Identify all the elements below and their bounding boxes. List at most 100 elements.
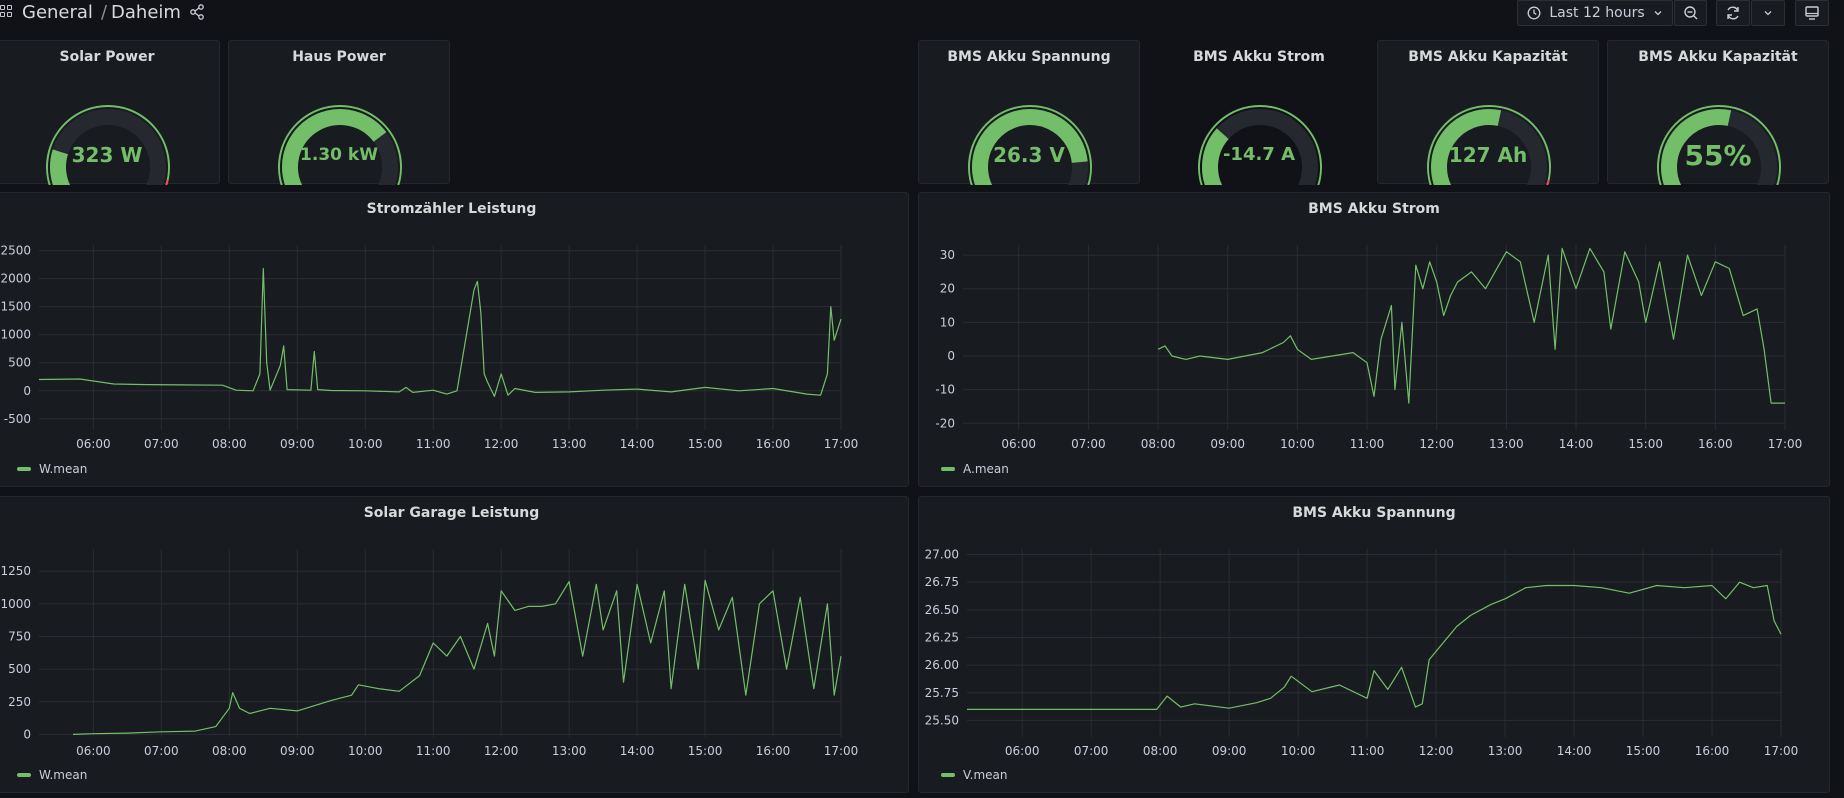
legend-label: W.mean bbox=[39, 768, 88, 782]
series-line bbox=[72, 579, 842, 735]
legend[interactable]: V.mean bbox=[941, 768, 1008, 782]
x-tick-label: 17:00 bbox=[1768, 437, 1803, 451]
y-tick-label: 500 bbox=[8, 356, 31, 370]
refresh-interval-dropdown[interactable] bbox=[1751, 0, 1785, 26]
x-tick-label: 14:00 bbox=[620, 744, 655, 758]
legend[interactable]: A.mean bbox=[941, 462, 1009, 476]
x-tick-label: 13:00 bbox=[1488, 744, 1523, 758]
gauge-arc bbox=[968, 105, 1092, 199]
series-line bbox=[967, 581, 1782, 710]
gauge-panel-bms-akku-strom[interactable]: BMS Akku Strom -14.7 A bbox=[1148, 40, 1370, 199]
time-range-picker[interactable]: Last 12 hours bbox=[1517, 0, 1673, 26]
y-tick-label: 26.50 bbox=[925, 603, 959, 617]
x-tick-label: 14:00 bbox=[1559, 437, 1594, 451]
x-tick-label: 16:00 bbox=[1695, 744, 1730, 758]
y-tick-label: 30 bbox=[940, 248, 955, 262]
x-tick-label: 11:00 bbox=[1350, 437, 1385, 451]
legend-swatch bbox=[17, 773, 31, 777]
clock-icon bbox=[1527, 6, 1541, 20]
timeseries-panel-stromzaehler-leistung[interactable]: Stromzähler Leistung 2500 2000 1500 1000 500… bbox=[0, 192, 909, 487]
panel-title: BMS Akku Spannung bbox=[1292, 505, 1456, 521]
gauge-threshold-ring bbox=[1657, 105, 1781, 199]
gauge-value: 26.3 V bbox=[993, 143, 1065, 167]
panel-title: BMS Akku Kapazität bbox=[1408, 49, 1568, 65]
gauge-threshold-ring bbox=[1198, 105, 1322, 199]
series-line bbox=[38, 267, 842, 397]
y-tick-label: 27.00 bbox=[925, 548, 959, 562]
x-tick-label: 09:00 bbox=[1212, 744, 1247, 758]
y-tick-label: 26.75 bbox=[925, 575, 959, 589]
breadcrumb: General / Daheim bbox=[0, 0, 205, 24]
x-tick-label: 15:00 bbox=[688, 744, 723, 758]
y-tick-label: 1000 bbox=[0, 597, 31, 611]
x-tick-label: 13:00 bbox=[552, 437, 587, 451]
legend-swatch bbox=[941, 467, 955, 471]
x-tick-label: 16:00 bbox=[756, 744, 791, 758]
x-tick-label: 14:00 bbox=[1557, 744, 1592, 758]
gauge-panel-bms-akku-kapazitaet-pct[interactable]: BMS Akku Kapazität 55% bbox=[1607, 40, 1829, 199]
y-tick-label: 500 bbox=[8, 662, 31, 676]
y-tick-label: -10 bbox=[935, 383, 955, 397]
y-tick-label: 26.00 bbox=[925, 658, 959, 672]
gauge-panel-solar-power[interactable]: Solar Power 323 W bbox=[0, 40, 220, 199]
x-tick-label: 15:00 bbox=[1626, 744, 1661, 758]
legend-swatch bbox=[941, 773, 955, 777]
panel-title: BMS Akku Spannung bbox=[947, 49, 1111, 65]
x-tick-label: 10:00 bbox=[1280, 437, 1315, 451]
gauge-value: -14.7 A bbox=[1222, 144, 1296, 165]
y-tick-label: 0 bbox=[947, 349, 955, 363]
x-tick-label: 07:00 bbox=[144, 744, 179, 758]
x-tick-label: 08:00 bbox=[1143, 744, 1178, 758]
share-icon[interactable] bbox=[189, 4, 205, 20]
y-tick-label: 20 bbox=[940, 282, 955, 296]
x-tick-label: 16:00 bbox=[1698, 437, 1733, 451]
x-tick-label: 11:00 bbox=[416, 744, 451, 758]
gauge-value: 323 W bbox=[71, 143, 143, 167]
x-tick-label: 07:00 bbox=[1071, 437, 1106, 451]
gauge-threshold-ring bbox=[968, 105, 1092, 199]
x-tick-label: 13:00 bbox=[1489, 437, 1524, 451]
gauge-threshold-ring bbox=[278, 105, 402, 199]
gauge-arc bbox=[1657, 105, 1781, 199]
breadcrumb-folder[interactable]: General bbox=[22, 1, 93, 23]
panel-title: Solar Power bbox=[59, 49, 155, 65]
zoom-out-button[interactable] bbox=[1674, 0, 1707, 26]
x-tick-label: 09:00 bbox=[280, 437, 315, 451]
timeseries-chart: 2500 2000 1500 1000 500 0 -500 06:00 07:00 08:00 0… bbox=[0, 244, 858, 451]
x-tick-label: 17:00 bbox=[1764, 744, 1799, 758]
legend[interactable]: W.mean bbox=[17, 462, 87, 476]
x-tick-label: 07:00 bbox=[144, 437, 179, 451]
y-tick-label: 1250 bbox=[0, 564, 31, 578]
x-tick-label: 07:00 bbox=[1074, 744, 1109, 758]
refresh-button[interactable] bbox=[1716, 0, 1750, 26]
dashboards-grid-icon[interactable] bbox=[0, 5, 14, 19]
gauge-panel-bms-akku-kapazitaet-ah[interactable]: BMS Akku Kapazität 127 Ah bbox=[1377, 40, 1599, 199]
gauge-threshold-ring bbox=[46, 105, 170, 199]
gauge-fill bbox=[282, 109, 387, 197]
timeseries-chart: 30 20 10 0 -10 -20 06:00 07:00 08:00 09:00 10:00 11… bbox=[935, 245, 1803, 451]
panel-title: BMS Akku Kapazität bbox=[1638, 49, 1798, 65]
timeseries-panel-bms-akku-spannung[interactable]: BMS Akku Spannung 27.00 26.75 26.50 26.25 26… bbox=[918, 496, 1830, 793]
panel-title: Stromzähler Leistung bbox=[366, 201, 537, 217]
timeseries-panel-solar-garage-leistung[interactable]: Solar Garage Leistung 1250 1000 750 500 250 0… bbox=[0, 496, 909, 793]
x-tick-label: 12:00 bbox=[1419, 744, 1454, 758]
timeseries-panel-bms-akku-strom[interactable]: BMS Akku Strom 30 20 10 0 -10 -20 06:00 07:00 08… bbox=[918, 192, 1830, 487]
panel-title: Solar Garage Leistung bbox=[363, 505, 540, 521]
x-tick-label: 13:00 bbox=[552, 744, 587, 758]
gauge-panel-haus-power[interactable]: Haus Power 1.30 kW bbox=[228, 40, 450, 199]
gauge-panel-bms-akku-spannung[interactable]: BMS Akku Spannung 26.3 V bbox=[918, 40, 1140, 199]
y-tick-label: 250 bbox=[8, 695, 31, 709]
x-tick-label: 09:00 bbox=[1210, 437, 1245, 451]
x-tick-label: 15:00 bbox=[688, 437, 723, 451]
x-tick-label: 06:00 bbox=[1001, 437, 1036, 451]
x-tick-label: 08:00 bbox=[212, 744, 247, 758]
y-tick-label: 25.75 bbox=[925, 686, 959, 700]
legend[interactable]: W.mean bbox=[17, 768, 87, 782]
zoom-out-icon bbox=[1683, 6, 1697, 20]
tv-mode-button[interactable] bbox=[1795, 0, 1829, 26]
breadcrumb-separator: / bbox=[100, 1, 108, 23]
x-tick-label: 12:00 bbox=[484, 437, 519, 451]
breadcrumb-dashboard[interactable]: Daheim bbox=[111, 1, 181, 23]
refresh-icon bbox=[1727, 6, 1739, 20]
timeseries-chart: 27.00 26.75 26.50 26.25 26.00 25.75 25.50 06:00… bbox=[925, 548, 1799, 758]
